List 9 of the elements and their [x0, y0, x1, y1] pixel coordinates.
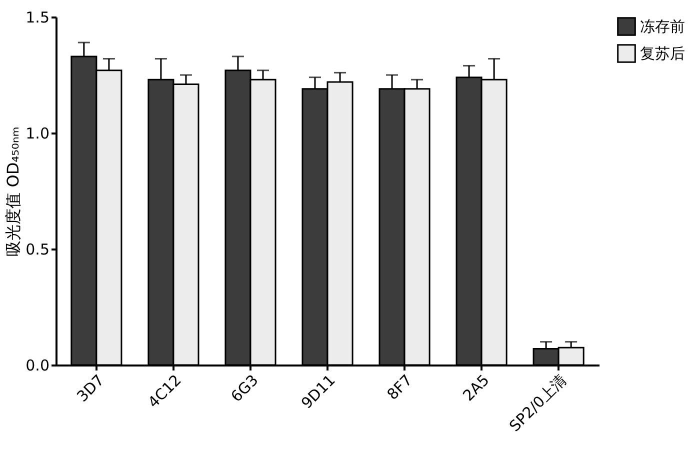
x-tick-label: 6G3 — [227, 371, 262, 406]
x-tick-label: 8F7 — [384, 371, 416, 404]
y-tick-label: 0.0 — [26, 356, 50, 374]
legend-label: 复苏后 — [640, 44, 685, 62]
legend-label: 冻存前 — [640, 18, 685, 36]
y-tick-label: 1.0 — [26, 124, 50, 142]
y-tick-label: 1.5 — [26, 8, 50, 26]
y-tick-label: 0.5 — [26, 240, 50, 258]
y-axis-title: 吸光度值 OD₄₅₀ₙₘ — [4, 126, 23, 256]
